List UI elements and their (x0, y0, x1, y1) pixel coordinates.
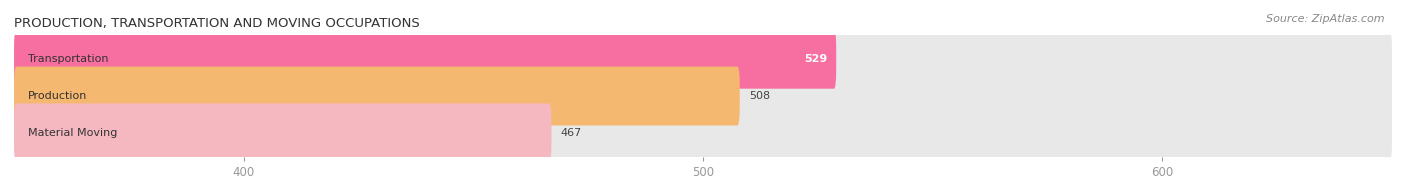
Text: PRODUCTION, TRANSPORTATION AND MOVING OCCUPATIONS: PRODUCTION, TRANSPORTATION AND MOVING OC… (14, 17, 420, 30)
Text: Material Moving: Material Moving (28, 128, 117, 138)
Text: 467: 467 (561, 128, 582, 138)
Bar (14, 122, 1392, 144)
FancyBboxPatch shape (14, 67, 740, 125)
FancyBboxPatch shape (14, 30, 1392, 89)
FancyBboxPatch shape (14, 30, 837, 89)
FancyBboxPatch shape (14, 67, 1392, 125)
Bar (14, 48, 1392, 71)
Text: 508: 508 (749, 91, 770, 101)
Bar (14, 85, 1392, 107)
Text: Transportation: Transportation (28, 54, 108, 64)
FancyBboxPatch shape (14, 103, 1392, 162)
FancyBboxPatch shape (14, 103, 551, 162)
Text: Source: ZipAtlas.com: Source: ZipAtlas.com (1267, 14, 1385, 24)
Text: 529: 529 (804, 54, 827, 64)
Text: Production: Production (28, 91, 87, 101)
